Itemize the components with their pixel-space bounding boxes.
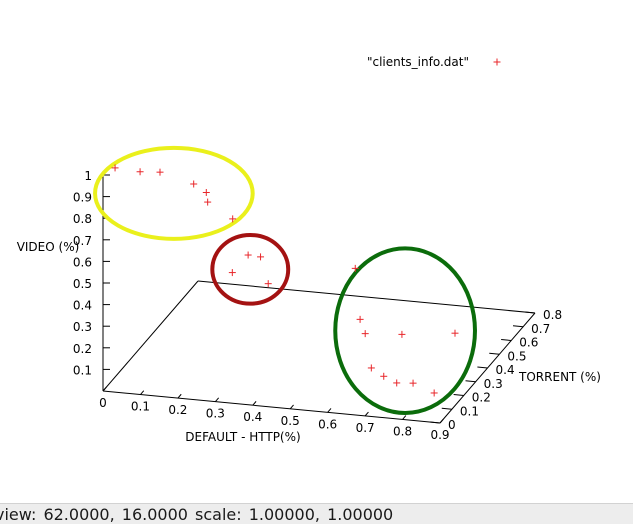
data-point <box>111 164 119 172</box>
legend-label: "clients_info.dat" <box>367 55 469 69</box>
data-point <box>430 389 438 397</box>
z-tick-label: 0.6 <box>73 255 92 269</box>
z-tick-label: 1 <box>84 169 92 183</box>
x-tick-label: 0.9 <box>430 428 449 442</box>
x-tick <box>102 386 107 392</box>
z-tick-label: 0.3 <box>73 320 92 334</box>
y-tick <box>512 325 524 328</box>
y-tick <box>477 366 488 369</box>
y-tick <box>453 394 464 396</box>
data-point <box>361 330 369 338</box>
x-tick <box>289 404 294 410</box>
data-point <box>156 168 164 176</box>
data-point <box>202 188 210 196</box>
z-tick-label: 0.4 <box>73 299 92 313</box>
x-tick <box>214 397 220 402</box>
x-tick-label: 0.3 <box>206 407 225 421</box>
x-tick <box>177 393 182 399</box>
data-point <box>264 280 272 288</box>
data-point <box>257 253 265 261</box>
x-tick <box>252 401 257 406</box>
cluster-red-ellipse <box>210 233 291 306</box>
z-tick-label: 0.9 <box>73 191 92 205</box>
x-tick-label: 0.4 <box>243 410 262 424</box>
z-tick-label: 0.1 <box>73 363 92 377</box>
cluster-green-ellipse <box>333 246 477 415</box>
y-tick-label: 0.3 <box>484 377 503 391</box>
data-point <box>367 364 375 372</box>
y-tick-label: 0 <box>448 418 456 432</box>
y-tick-label: 0.2 <box>472 391 491 405</box>
y-tick <box>489 352 500 355</box>
legend-marker <box>493 58 501 66</box>
y-tick-label: 0.8 <box>543 308 562 322</box>
x-axis-line <box>102 390 441 424</box>
plot-area[interactable]: 0 0.1 0.2 0.3 0.4 0.5 0.6 0.7 0.8 0.9 0 0.1 0.2 0.3 0.… <box>0 0 633 503</box>
x-tick-label: 0.7 <box>356 421 375 435</box>
y-axis-title: TORRENT (%) <box>518 370 601 384</box>
y-tick <box>524 311 536 314</box>
x-tick <box>327 408 332 413</box>
status-text: view: 62.0000, 16.0000 scale: 1.00000, 1… <box>0 505 394 524</box>
x-tick-label: 0.2 <box>168 403 187 417</box>
data-point <box>351 264 359 272</box>
data-point <box>136 168 144 176</box>
x-tick <box>364 411 369 417</box>
data-point <box>229 215 237 223</box>
z-tick-label: 0.7 <box>73 234 92 248</box>
x-tick <box>402 415 407 420</box>
x-tick-label: 0.6 <box>318 417 337 431</box>
y-tick-label: 0.4 <box>496 363 515 377</box>
data-point <box>356 315 364 323</box>
y-tick <box>441 407 452 410</box>
floor-back-edge <box>197 280 536 314</box>
x-tick-label: 0 <box>99 396 107 410</box>
z-tick-label: 0.8 <box>73 212 92 226</box>
y-tick <box>465 380 476 383</box>
data-point <box>244 251 252 259</box>
data-point <box>380 372 388 380</box>
z-axis-title: VIDEO (%) <box>17 240 80 254</box>
data-point <box>393 379 401 387</box>
legend-point-marker <box>493 58 501 66</box>
x-axis-title: DEFAULT - HTTP(%) <box>185 430 300 444</box>
cluster-yellow-ellipse <box>93 145 255 241</box>
legend: "clients_info.dat" <box>367 55 501 69</box>
y-tick-label: 0.1 <box>460 404 479 418</box>
y-tick <box>501 339 512 341</box>
floor-left-edge <box>102 280 199 392</box>
x-tick-label: 0.5 <box>281 414 300 428</box>
data-point <box>204 198 212 206</box>
x-tick-label: 0.8 <box>393 424 412 438</box>
z-tick-label: 0.2 <box>73 342 92 356</box>
data-point <box>190 180 198 188</box>
y-tick <box>429 421 441 424</box>
x-tick-label: 0.1 <box>131 400 150 414</box>
x-tick <box>140 390 145 395</box>
data-point <box>451 329 459 337</box>
x-tick <box>439 418 444 424</box>
y-tick-label: 0.5 <box>507 349 526 363</box>
data-point <box>228 269 236 277</box>
data-point <box>409 379 417 387</box>
y-tick-label: 0.6 <box>519 336 538 350</box>
y-tick-label: 0.7 <box>531 322 550 336</box>
scatter-3d-plot[interactable]: 0 0.1 0.2 0.3 0.4 0.5 0.6 0.7 0.8 0.900.10.20.30.… <box>0 0 633 503</box>
data-point <box>398 330 406 338</box>
z-tick-label: 0.5 <box>73 277 92 291</box>
status-bar: view: 62.0000, 16.0000 scale: 1.00000, 1… <box>0 503 633 524</box>
